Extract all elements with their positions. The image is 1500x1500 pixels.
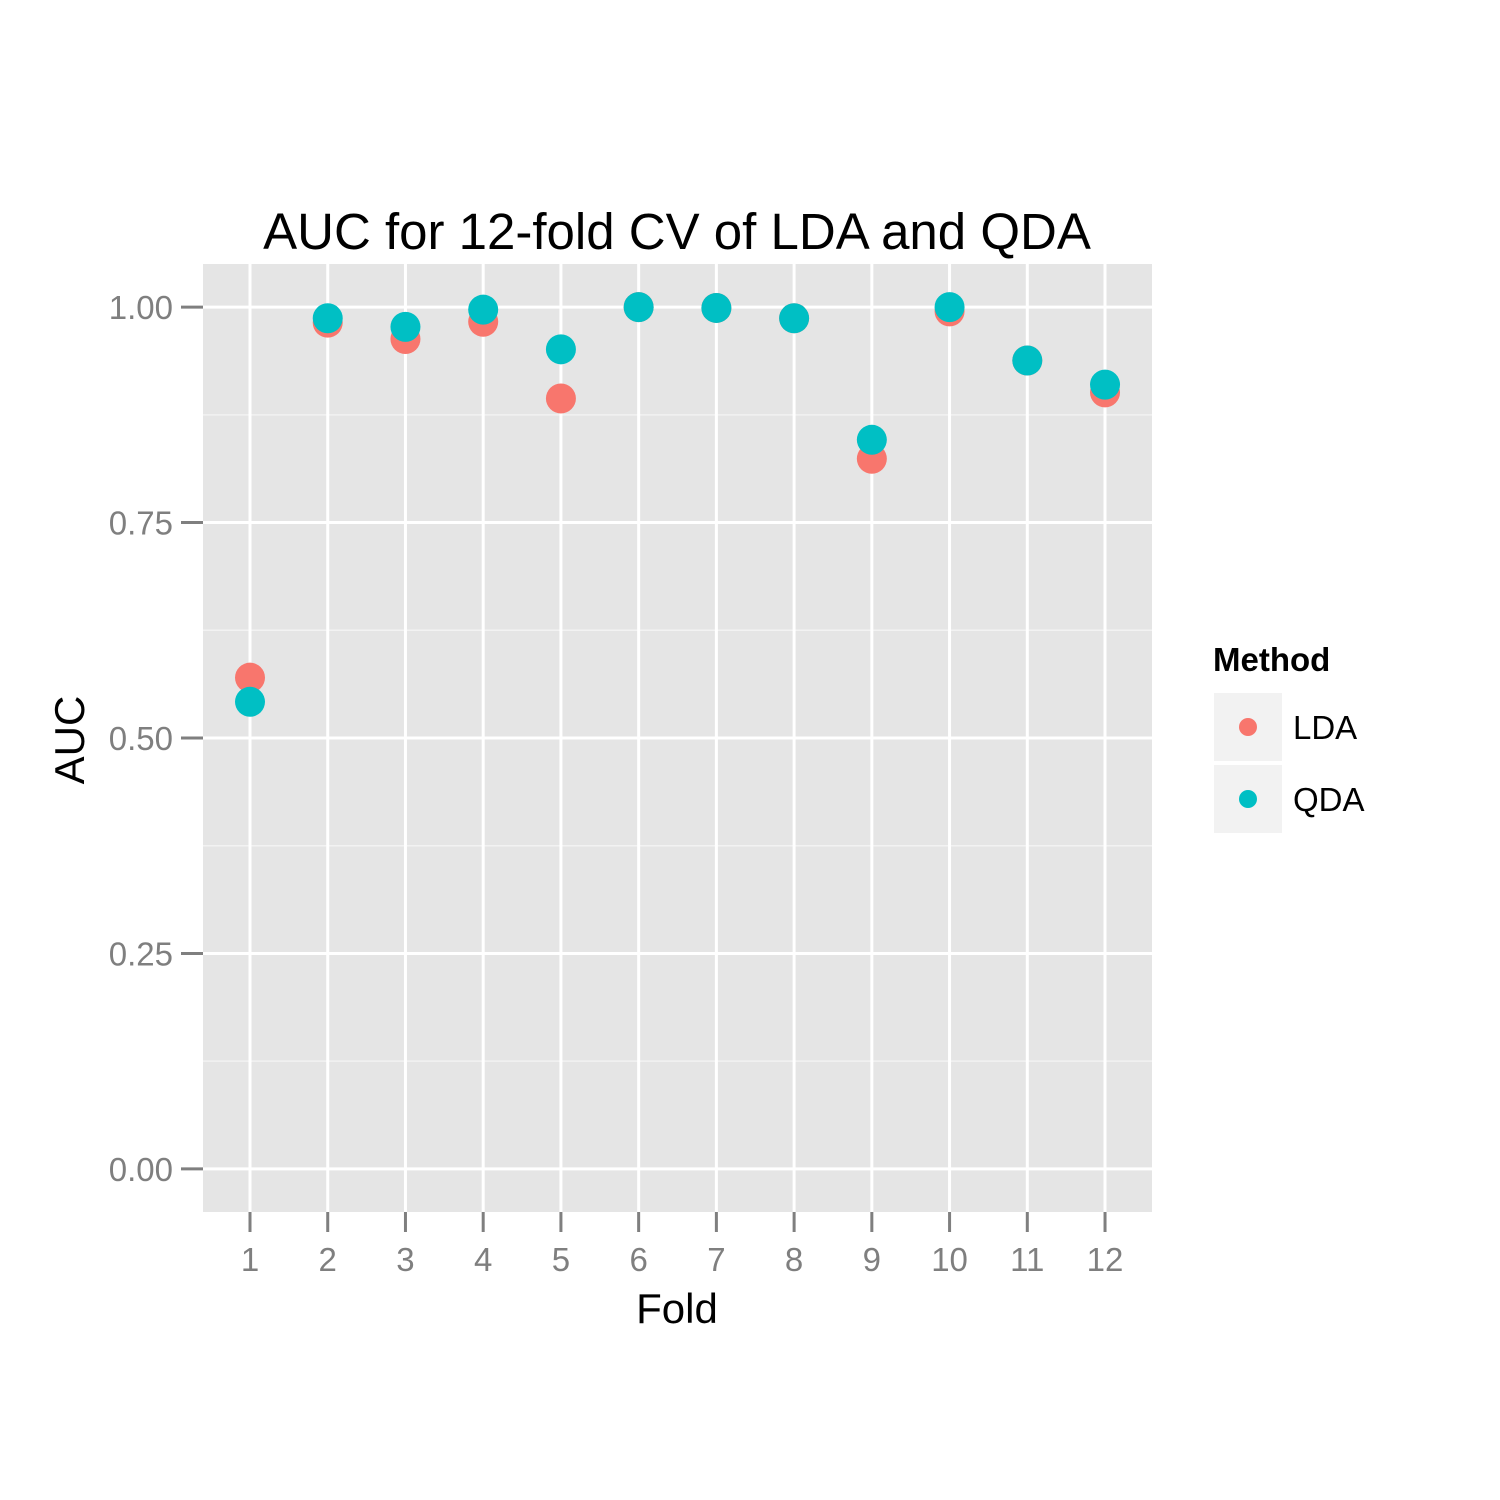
qda-point-fold-5	[545, 334, 576, 365]
y-tick-label: 0.50	[109, 720, 173, 757]
x-axis: 1 2 3 4 5 6 7 8 9 10 11 12	[241, 1212, 1124, 1278]
x-tick-label: 2	[319, 1241, 337, 1278]
legend-label-lda: LDA	[1293, 709, 1357, 746]
qda-point-fold-9	[856, 424, 887, 455]
x-tick-label: 4	[474, 1241, 492, 1278]
legend-title: Method	[1213, 641, 1330, 678]
qda-point-fold-7	[701, 292, 732, 323]
x-tick-label: 12	[1087, 1241, 1124, 1278]
y-tick-label: 1.00	[109, 289, 173, 326]
qda-point-fold-3	[390, 311, 421, 342]
x-tick-label: 5	[552, 1241, 570, 1278]
qda-point-fold-1	[235, 686, 265, 717]
minor-gridlines	[203, 414, 1152, 1062]
legend-marker-lda	[1239, 718, 1257, 736]
x-tick-label: 6	[629, 1241, 647, 1278]
major-gridlines	[203, 264, 1152, 1212]
qda-point-fold-6	[623, 292, 654, 323]
qda-point-fold-10	[934, 292, 965, 323]
qda-point-fold-8	[779, 303, 810, 334]
x-axis-title: Fold	[636, 1285, 718, 1332]
qda-point-fold-11	[1012, 345, 1043, 376]
data-points	[235, 292, 1121, 717]
qda-point-fold-2	[312, 303, 343, 334]
qda-point-fold-12	[1090, 369, 1121, 400]
x-tick-label: 9	[863, 1241, 881, 1278]
y-axis-title: AUC	[46, 696, 93, 785]
chart-title: AUC for 12-fold CV of LDA and QDA	[263, 203, 1091, 260]
legend: Method LDA QDA	[1213, 641, 1365, 833]
lda-point-fold-5	[545, 383, 576, 414]
y-tick-label: 0.00	[109, 1151, 173, 1188]
y-axis: 0.00 0.25 0.50 0.75 1.00	[109, 289, 203, 1188]
legend-label-qda: QDA	[1293, 781, 1365, 818]
y-tick-label: 0.75	[109, 505, 173, 542]
qda-point-fold-4	[468, 294, 499, 325]
legend-marker-qda	[1239, 790, 1257, 808]
x-tick-label: 7	[707, 1241, 725, 1278]
x-tick-label: 11	[1010, 1241, 1044, 1278]
x-tick-label: 1	[241, 1241, 259, 1278]
y-tick-label: 0.25	[109, 935, 173, 972]
lda-point-fold-1	[235, 662, 265, 693]
x-tick-label: 8	[785, 1241, 803, 1278]
x-tick-label: 3	[396, 1241, 414, 1278]
x-tick-label: 10	[931, 1241, 968, 1278]
